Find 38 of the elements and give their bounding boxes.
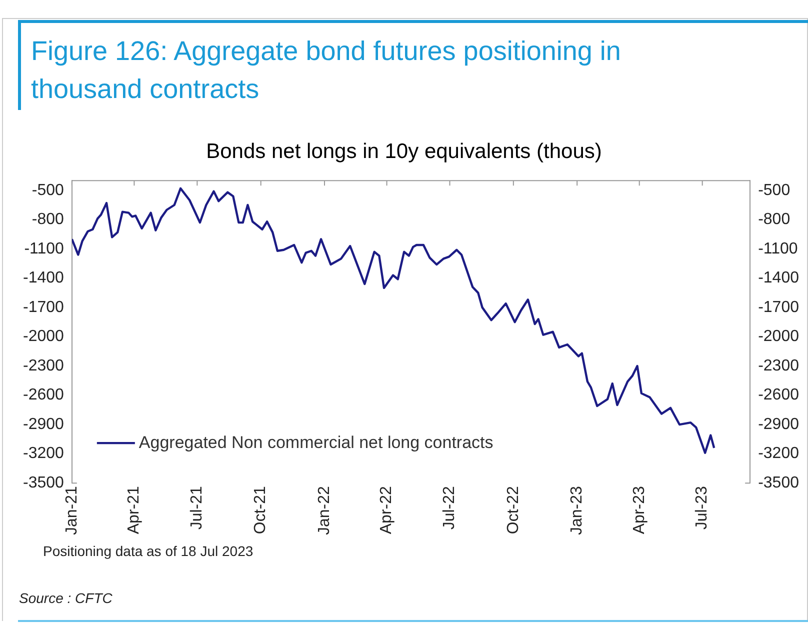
x-tick-label: Jan-23 — [568, 486, 586, 535]
y2-tick-label: -1400 — [758, 270, 800, 287]
y-tick-label: -2600 — [23, 386, 64, 404]
y2-tick-label: -2600 — [758, 386, 800, 404]
legend-label: Aggregated Non commercial net long contracts — [138, 432, 494, 452]
y2-tick-label: -2900 — [758, 416, 800, 433]
y-tick-label: -1100 — [24, 240, 64, 258]
x-tick-label: Apr-23 — [630, 486, 648, 534]
y2-tick-label: -2000 — [758, 328, 800, 346]
y-tick-label: -800 — [32, 211, 64, 228]
y2-tick-label: -1100 — [758, 240, 798, 258]
y2-tick-label: -3200 — [758, 445, 800, 462]
x-tick-label: Jul-23 — [694, 486, 711, 530]
y-tick-label: -2000 — [23, 328, 64, 346]
y2-tick-label: -3500 — [758, 474, 800, 492]
y-tick-label: -2300 — [23, 357, 64, 374]
y-tick-label: -1700 — [23, 298, 64, 316]
x-tick-label: Oct-21 — [252, 486, 270, 534]
y-tick-label: -2900 — [23, 416, 64, 433]
y2-tick-label: -800 — [758, 211, 790, 228]
x-tick-label: Jul-22 — [441, 486, 458, 530]
y2-tick-label: -1700 — [758, 298, 800, 316]
chart-title: Figure 126: Aggregate bond futures positioning in thousand contracts — [31, 35, 622, 106]
x-tick-label: Jan-21 — [63, 486, 80, 535]
x-tick-label: Apr-22 — [378, 486, 396, 534]
y-tick-label: -500 — [32, 182, 64, 199]
y-tick-label: -3500 — [23, 474, 64, 492]
chart-subtitle: Bonds net longs in 10y equivalents (thous) — [205, 140, 603, 164]
y2-tick-label: -2300 — [758, 357, 800, 374]
y-tick-label: -1400 — [23, 270, 64, 287]
text: Positioning data as of 18 Jul 2023 — [43, 543, 254, 559]
source-note: Source : CFTC — [19, 590, 112, 606]
x-tick-label: Jul-21 — [188, 486, 206, 530]
y-tick-label: -3200 — [23, 445, 64, 462]
x-tick-label: Oct-22 — [504, 486, 522, 534]
y2-tick-label: -500 — [758, 182, 790, 199]
x-tick-label: Apr-21 — [126, 486, 143, 534]
x-tick-label: Jan-22 — [316, 486, 333, 535]
